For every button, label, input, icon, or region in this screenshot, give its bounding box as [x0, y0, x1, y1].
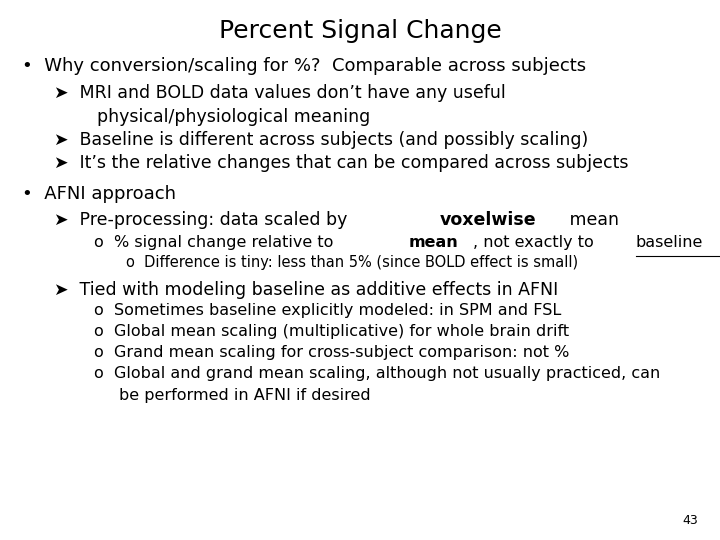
- Text: o  % signal change relative to: o % signal change relative to: [94, 235, 338, 250]
- Text: •  Why conversion/scaling for %?  Comparable across subjects: • Why conversion/scaling for %? Comparab…: [22, 57, 586, 75]
- Text: •  AFNI approach: • AFNI approach: [22, 185, 176, 202]
- Text: mean: mean: [409, 235, 459, 250]
- Text: o  Global mean scaling (multiplicative) for whole brain drift: o Global mean scaling (multiplicative) f…: [94, 324, 569, 339]
- Text: 43: 43: [683, 514, 698, 526]
- Text: ➤  It’s the relative changes that can be compared across subjects: ➤ It’s the relative changes that can be …: [54, 154, 629, 172]
- Text: o  Difference is tiny: less than 5% (since BOLD effect is small): o Difference is tiny: less than 5% (sinc…: [126, 255, 578, 271]
- Text: mean: mean: [564, 211, 619, 228]
- Text: physical/physiological meaning: physical/physiological meaning: [97, 108, 371, 126]
- Text: be performed in AFNI if desired: be performed in AFNI if desired: [119, 388, 370, 403]
- Text: baseline: baseline: [636, 235, 703, 250]
- Text: ➤  Tied with modeling baseline as additive effects in AFNI: ➤ Tied with modeling baseline as additiv…: [54, 281, 558, 299]
- Text: ➤  MRI and BOLD data values don’t have any useful: ➤ MRI and BOLD data values don’t have an…: [54, 84, 505, 102]
- Text: ➤  Pre-processing: data scaled by: ➤ Pre-processing: data scaled by: [54, 211, 353, 228]
- Text: , not exactly to: , not exactly to: [473, 235, 599, 250]
- Text: Percent Signal Change: Percent Signal Change: [219, 19, 501, 43]
- Text: ➤  Baseline is different across subjects (and possibly scaling): ➤ Baseline is different across subjects …: [54, 131, 588, 149]
- Text: o  Grand mean scaling for cross-subject comparison: not %: o Grand mean scaling for cross-subject c…: [94, 345, 569, 360]
- Text: voxelwise: voxelwise: [440, 211, 536, 228]
- Text: o  Sometimes baseline explicitly modeled: in SPM and FSL: o Sometimes baseline explicitly modeled:…: [94, 303, 561, 319]
- Text: o  Global and grand mean scaling, although not usually practiced, can: o Global and grand mean scaling, althoug…: [94, 366, 660, 381]
